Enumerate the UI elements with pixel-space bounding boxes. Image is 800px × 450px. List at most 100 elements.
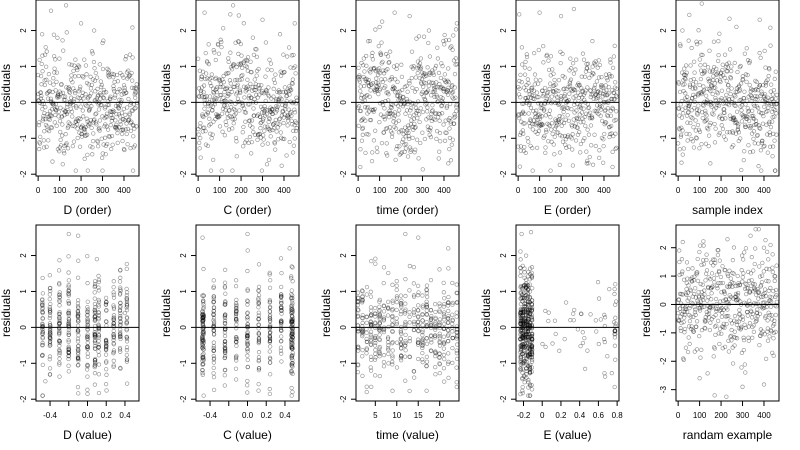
data-point — [377, 24, 382, 30]
data-point — [57, 303, 62, 308]
data-point — [595, 89, 601, 94]
data-point — [220, 106, 226, 112]
data-point — [552, 83, 557, 88]
data-point — [762, 92, 768, 97]
data-point — [552, 134, 557, 139]
data-point — [369, 159, 375, 164]
data-point — [48, 310, 53, 315]
data-point — [451, 96, 456, 101]
data-point — [529, 92, 534, 98]
data-point — [47, 354, 53, 359]
data-point — [98, 84, 104, 89]
data-point — [774, 263, 779, 268]
data-point — [441, 89, 446, 94]
data-point — [719, 88, 725, 93]
data-point — [571, 86, 576, 92]
data-point — [84, 72, 89, 77]
data-point — [77, 87, 82, 92]
data-point — [57, 318, 62, 324]
data-point — [118, 316, 123, 321]
data-point — [374, 76, 379, 81]
data-point — [130, 55, 135, 60]
data-point — [257, 85, 262, 91]
data-point — [256, 262, 262, 267]
data-point — [241, 124, 246, 130]
data-point — [569, 106, 574, 112]
data-point — [40, 53, 45, 58]
data-point — [760, 138, 765, 143]
data-point — [90, 152, 95, 157]
data-point — [103, 302, 109, 307]
data-point — [520, 385, 525, 390]
data-point — [407, 388, 412, 394]
data-point — [85, 96, 91, 101]
data-point — [709, 83, 714, 88]
data-point — [92, 314, 97, 319]
data-point — [85, 374, 90, 379]
data-point — [211, 48, 216, 53]
data-point — [123, 112, 128, 117]
data-point — [701, 88, 706, 93]
data-point — [367, 84, 372, 89]
data-point — [744, 79, 749, 84]
data-point — [79, 124, 84, 130]
data-point — [120, 73, 125, 78]
data-point — [85, 299, 90, 304]
data-point — [407, 288, 412, 293]
data-point — [204, 71, 209, 76]
data-point — [694, 324, 699, 329]
data-point — [111, 315, 116, 320]
data-point — [57, 339, 62, 344]
data-point — [438, 139, 443, 144]
data-point — [579, 110, 585, 115]
data-point — [522, 266, 527, 271]
data-point — [720, 126, 726, 132]
data-point — [86, 123, 91, 128]
data-point — [444, 130, 449, 135]
data-point — [201, 266, 206, 272]
point-layer — [196, 3, 299, 173]
data-point — [198, 136, 203, 141]
data-point — [593, 318, 598, 323]
data-point — [448, 121, 453, 126]
data-point — [263, 74, 268, 79]
data-point — [197, 94, 202, 99]
data-point — [709, 111, 715, 116]
data-point — [681, 319, 686, 325]
data-point — [379, 40, 384, 45]
data-point — [717, 31, 722, 36]
data-point — [215, 41, 221, 47]
data-point — [118, 323, 123, 328]
data-point — [85, 336, 90, 341]
data-point — [746, 108, 751, 113]
data-point — [208, 168, 214, 173]
data-point — [408, 108, 413, 113]
data-point — [58, 137, 63, 143]
data-point — [101, 142, 106, 147]
data-point — [612, 43, 617, 48]
data-point — [518, 265, 523, 271]
data-point — [40, 342, 45, 347]
data-point — [268, 109, 273, 114]
data-point — [101, 38, 106, 43]
data-point — [200, 69, 206, 74]
data-point — [57, 314, 62, 320]
data-point — [46, 72, 52, 77]
data-point — [394, 300, 400, 305]
data-point — [240, 65, 245, 71]
data-point — [46, 114, 51, 119]
data-point — [229, 89, 234, 95]
data-point — [521, 85, 527, 90]
data-point — [524, 82, 529, 88]
data-point — [43, 45, 48, 50]
data-point — [708, 99, 713, 105]
data-point — [275, 121, 280, 126]
data-point — [249, 151, 254, 156]
data-point — [424, 319, 429, 325]
data-point — [37, 141, 43, 146]
data-point — [368, 289, 373, 294]
data-point — [201, 90, 206, 95]
data-point — [576, 81, 581, 86]
data-point — [573, 138, 579, 143]
data-point — [381, 114, 386, 119]
